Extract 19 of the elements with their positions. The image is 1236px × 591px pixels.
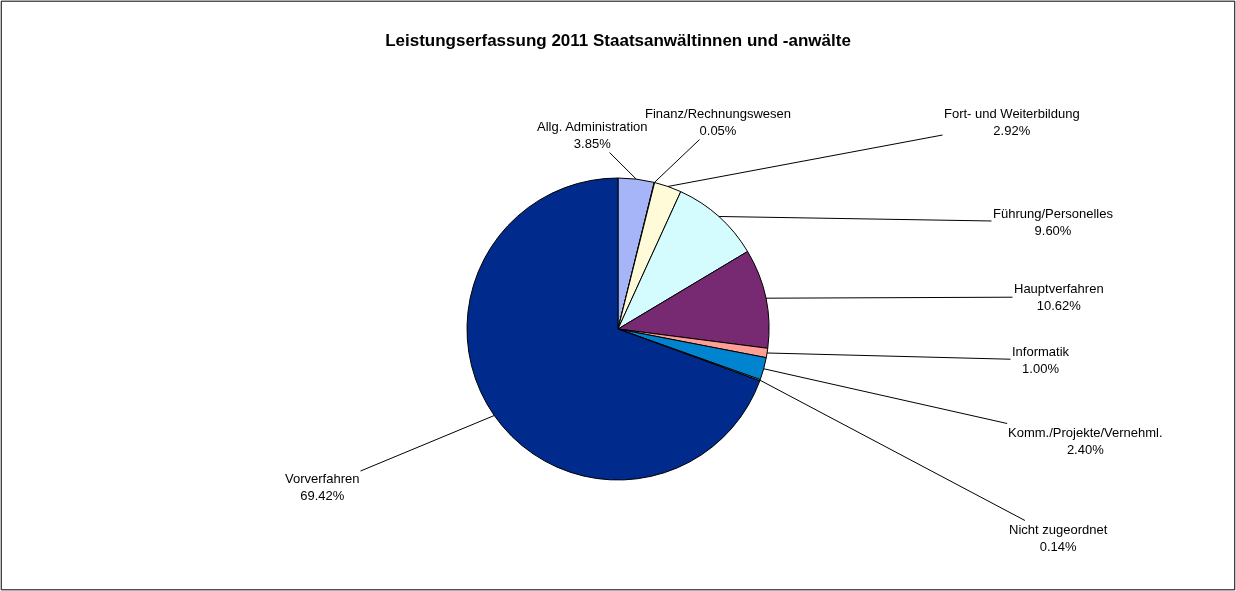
- slice-label: Finanz/Rechnungswesen: [645, 106, 791, 121]
- slice-label: Nicht zugeordnet: [1009, 522, 1108, 537]
- slice-label: Führung/Personelles: [993, 206, 1114, 221]
- data-label: 10.62%: [1036, 297, 1082, 313]
- slice-label: Vorverfahren: [285, 471, 360, 486]
- data-label: 9.60%: [1034, 222, 1072, 238]
- data-label: 69.42%: [300, 487, 345, 503]
- slice-label: Informatik: [1012, 344, 1070, 359]
- data-label: 2.40%: [1066, 441, 1105, 457]
- data-label: 0.14%: [1039, 538, 1077, 554]
- data-label: 0.05%: [699, 122, 737, 138]
- data-label: 1.00%: [1022, 360, 1060, 376]
- chart-title: Leistungserfassung 2011 Staatsanwältinnen und -anwälte: [385, 30, 851, 50]
- slice-label: Fort- und Weiterbildung: [944, 106, 1080, 121]
- data-label: 3.85%: [573, 135, 612, 151]
- slice-label: Allg. Administration: [537, 119, 648, 134]
- slice-label: Hauptverfahren: [1014, 281, 1104, 296]
- slice-label: Komm./Projekte/Vernehml.: [1008, 425, 1163, 440]
- data-label: 2.92%: [993, 122, 1031, 138]
